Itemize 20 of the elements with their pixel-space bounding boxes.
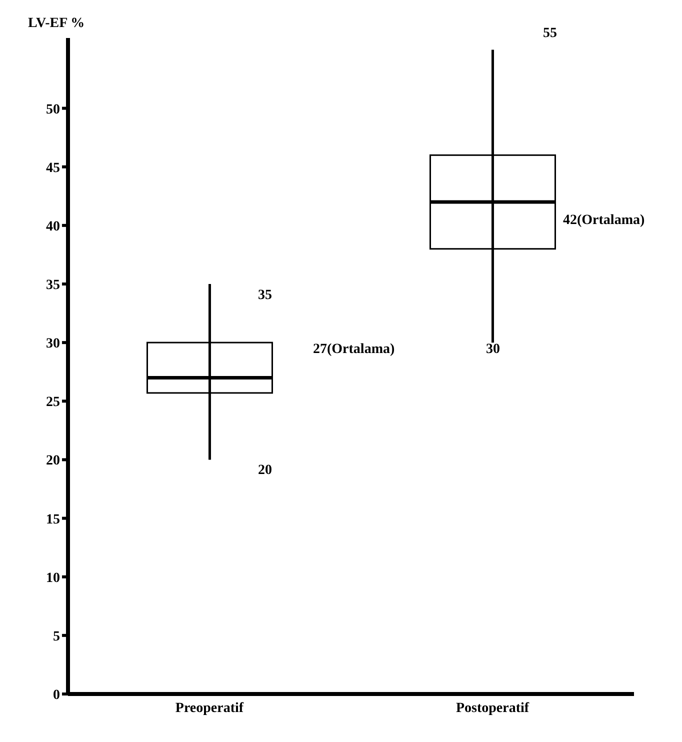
annotation: 30: [486, 342, 500, 358]
annotation: 27(Ortalama): [313, 342, 395, 358]
annotation: 20: [258, 463, 272, 479]
y-tick-label: 15: [46, 512, 60, 528]
annotation: 42(Ortalama): [563, 213, 645, 229]
y-tick-label: 5: [53, 629, 60, 644]
x-tick-label: Preoperatif: [175, 700, 244, 716]
y-tick-label: 35: [46, 278, 60, 293]
y-tick-label: 10: [46, 570, 60, 586]
y-tick-label: 25: [46, 395, 60, 410]
y-tick-label: 0: [53, 688, 60, 703]
annotation: 35: [258, 288, 272, 304]
y-tick-label: 20: [46, 454, 60, 469]
annotation: 55: [543, 26, 557, 42]
y-tick-label: 50: [46, 102, 60, 118]
x-tick-label: Postoperatif: [456, 700, 530, 716]
y-tick-label: 30: [46, 336, 60, 352]
y-axis-title: LV-EF %: [28, 16, 85, 32]
y-tick-label: 45: [46, 160, 60, 176]
y-tick-label: 40: [46, 219, 60, 234]
